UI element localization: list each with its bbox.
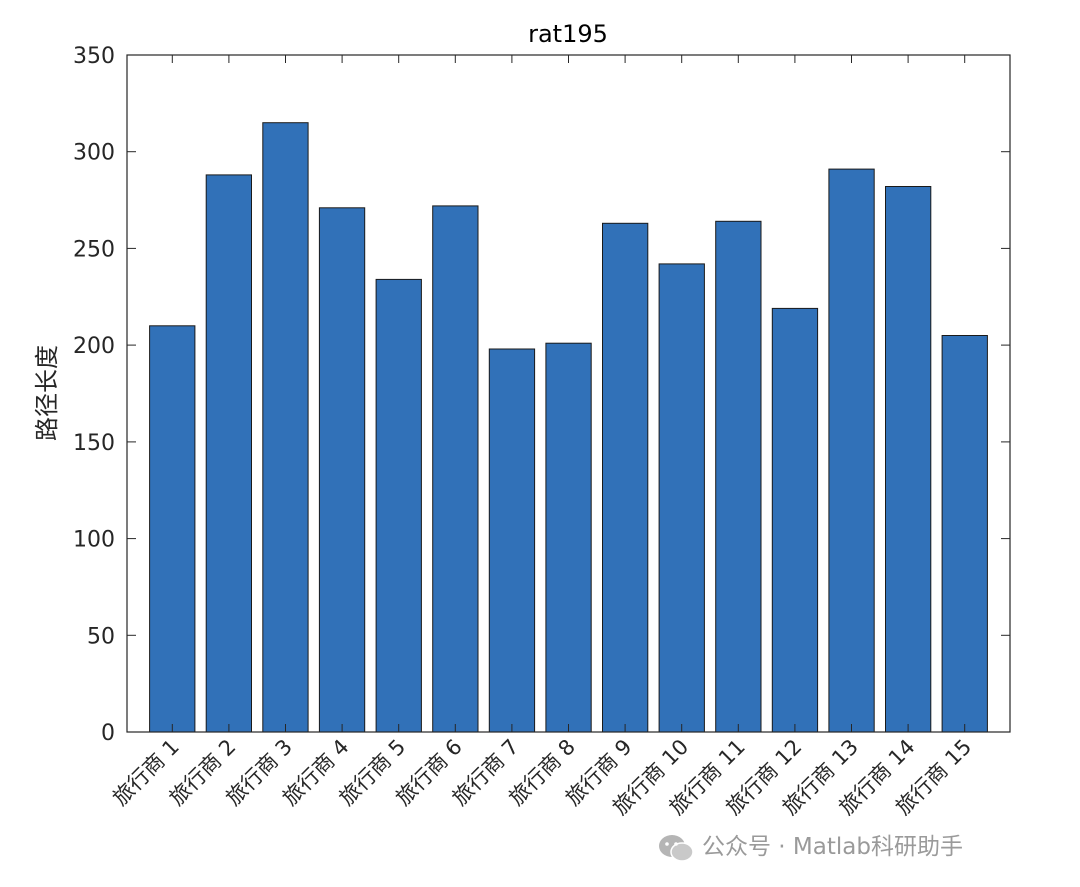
bar — [658, 263, 705, 733]
chart-title: rat195 — [528, 20, 608, 48]
y-ticks: 0 50 100 150 200 250 300 350 — [73, 44, 1010, 746]
bar — [715, 220, 762, 733]
y-axis-label: 路径长度 — [33, 345, 61, 441]
bar — [488, 348, 536, 733]
y-tick-label: 100 — [73, 528, 115, 553]
y-tick-label: 200 — [73, 334, 115, 359]
watermark: 公众号 · Matlab科研助手 — [659, 834, 963, 862]
y-tick-label: 300 — [73, 141, 115, 166]
bar — [828, 168, 875, 733]
y-tick-label: 250 — [73, 237, 115, 262]
bar — [375, 278, 422, 733]
bar — [885, 186, 932, 733]
bar — [602, 222, 649, 733]
y-tick-label: 350 — [73, 44, 115, 69]
bar — [318, 207, 366, 733]
bar — [262, 122, 309, 733]
bar — [771, 307, 819, 733]
bar — [205, 174, 252, 733]
wechat-icon — [659, 835, 694, 862]
y-tick-label: 50 — [87, 624, 115, 649]
bar — [941, 335, 988, 733]
bar — [149, 325, 196, 733]
y-tick-label: 0 — [101, 721, 115, 746]
bar — [432, 205, 479, 733]
bar — [545, 342, 592, 733]
y-tick-label: 150 — [73, 431, 115, 456]
bars-layer — [149, 122, 988, 733]
watermark-text: 公众号 · Matlab科研助手 — [702, 834, 963, 860]
